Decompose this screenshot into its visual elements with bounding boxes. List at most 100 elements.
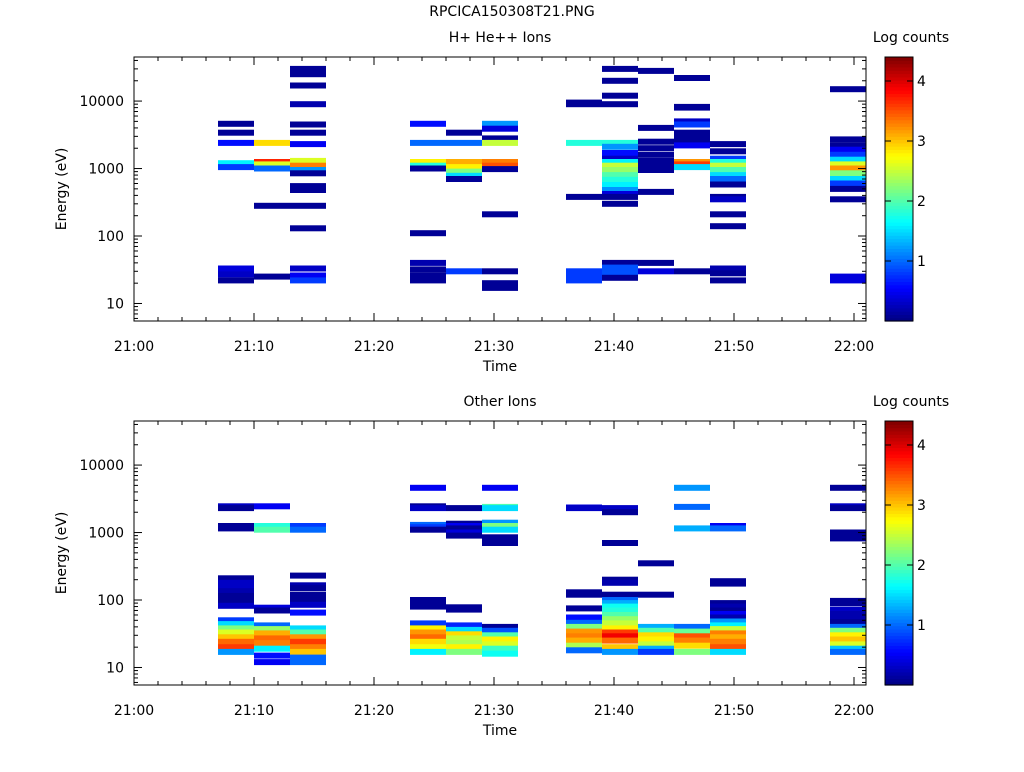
panel2-colorbar-segment — [885, 622, 913, 627]
panel2-colorbar-segment — [885, 470, 913, 475]
panel2-colorbar-segment — [885, 609, 913, 613]
panel2-cell-2-7 — [290, 601, 326, 608]
panel2-cell-0-7 — [218, 588, 254, 595]
panel2-colorbar-segment — [885, 572, 913, 577]
panel2-cell-7-8 — [602, 603, 638, 610]
panel1-cell-7-6 — [602, 150, 638, 156]
panel2-colorbar-segment — [885, 619, 913, 623]
panel2-cell-10-15 — [710, 644, 746, 651]
panel2-colorbar-segment — [885, 642, 913, 646]
panel1-colorbar-segment — [885, 192, 913, 197]
panel2-cell-11-17 — [830, 645, 866, 652]
panel1-cell-2-11 — [290, 183, 326, 190]
panel2-cell-6-8 — [566, 628, 602, 635]
panel1-colorbar-segment — [885, 165, 913, 170]
panel2-colorbar-segment — [885, 500, 913, 505]
panel2-ylabel: Energy (eV) — [54, 512, 70, 595]
panel2-cell-11-18 — [830, 648, 866, 655]
panel1-colorbar-segment — [885, 139, 913, 144]
panel1-cell-5-7 — [482, 211, 518, 218]
panel2-cell-5-7 — [482, 540, 518, 546]
panel2-cell-10-14 — [710, 638, 746, 645]
panel2-colorbar-segment — [885, 506, 913, 511]
panel1-cell-2-8 — [290, 162, 326, 169]
panel2-cell-8-1 — [638, 591, 674, 598]
panel2-cell-3-5 — [410, 526, 446, 533]
panel2-colorbar-segment — [885, 424, 913, 429]
panel2-cell-0-13 — [218, 625, 254, 632]
panel1-colorbar-segment — [885, 205, 913, 210]
panel1-cell-11-13 — [830, 273, 866, 280]
panel2-cell-8-6 — [638, 641, 674, 648]
panel1-cell-2-0 — [290, 65, 326, 72]
panel2-cell-9-4 — [674, 628, 710, 635]
panel2-cell-7-1 — [602, 509, 638, 516]
panel1-cell-11-1 — [830, 136, 866, 143]
panel2-cell-2-0 — [290, 523, 326, 529]
panel1-xtick-label-0: 21:00 — [114, 339, 154, 355]
panel1-colorbar-segment — [885, 235, 913, 240]
panel1-cell-11-11 — [830, 185, 866, 192]
panel2-colorbar-segment — [885, 553, 913, 557]
panel1-colorbar-segment — [885, 288, 913, 292]
panel1-cell-11-5 — [830, 156, 866, 163]
panel2-colorbar-segment — [885, 520, 913, 524]
panel1-colorbar-segment — [885, 86, 913, 91]
panel1-cell-10-11 — [710, 211, 746, 218]
panel2-cell-7-12 — [602, 620, 638, 627]
panel2-cell-6-11 — [566, 642, 602, 649]
panel2-cell-7-5 — [602, 591, 638, 598]
panel2-ctick-label-2: 3 — [917, 498, 926, 514]
panel1-cell-10-13 — [710, 265, 746, 272]
panel2-cell-10-9 — [710, 618, 746, 625]
panel1-cell-7-9 — [602, 162, 638, 169]
panel2-cell-10-10 — [710, 622, 746, 629]
panel1-cell-7-1 — [602, 77, 638, 84]
panel1-cell-2-12 — [290, 187, 326, 193]
panel1-colorbar-segment — [885, 294, 913, 299]
panel1-cell-8-4 — [638, 151, 674, 158]
panel2-cell-6-4 — [566, 605, 602, 612]
panel1-cell-9-11 — [674, 164, 710, 171]
panel1-cell-6-2 — [566, 139, 602, 146]
panel1-colorbar-segment — [885, 57, 913, 61]
panel2-cell-6-10 — [566, 637, 602, 644]
panel1-colorbar-segment — [885, 99, 913, 104]
panel1-cell-3-1 — [410, 139, 446, 146]
panel2-colorbar-segment — [885, 589, 913, 594]
panel1-cell-7-18 — [602, 259, 638, 266]
panel2-xtick-label-2: 21:20 — [354, 703, 394, 719]
panel2-colorbar-segment — [885, 549, 913, 554]
panel1-colorbar-segment — [885, 271, 913, 276]
panel2-cell-2-1 — [290, 526, 326, 533]
panel1-colorbar-segment — [885, 225, 913, 230]
panel1-cell-0-4 — [218, 164, 254, 171]
panel2-cell-0-17 — [218, 644, 254, 651]
panel1-xtick-label-1: 21:10 — [234, 339, 274, 355]
panel2-cell-10-7 — [710, 611, 746, 617]
panel2-cell-11-5 — [830, 535, 866, 542]
panel1-cell-10-14 — [710, 270, 746, 277]
panel2-colorbar-segment — [885, 645, 913, 650]
panel2-cell-8-5 — [638, 636, 674, 643]
panel2-cell-5-10 — [482, 632, 518, 639]
panel2-cell-5-3 — [482, 519, 518, 526]
panel1-cell-10-12 — [710, 223, 746, 230]
panel2-colorbar-segment — [885, 546, 913, 551]
panel1-colorbar-segment — [885, 182, 913, 187]
panel2-cell-6-3 — [566, 591, 602, 598]
panel2-cell-10-1 — [710, 525, 746, 532]
panel1-colorbar-segment — [885, 307, 913, 312]
panel2-colorbar-segment — [885, 503, 913, 508]
panel1-cell-5-10 — [482, 284, 518, 291]
panel2-cell-6-9 — [566, 633, 602, 640]
panel2-colorbar-segment — [885, 513, 913, 518]
panel1-cell-3-8 — [410, 272, 446, 279]
panel2-cell-10-5 — [710, 603, 746, 610]
panel2-colorbar-segment — [885, 480, 913, 485]
panel2-cell-8-7 — [638, 645, 674, 652]
panel1-colorbar-segment — [885, 172, 913, 177]
panel2-ytick-label-1: 100 — [97, 593, 124, 609]
panel2-cell-3-14 — [410, 644, 446, 651]
panel2-cell-7-14 — [602, 629, 638, 636]
